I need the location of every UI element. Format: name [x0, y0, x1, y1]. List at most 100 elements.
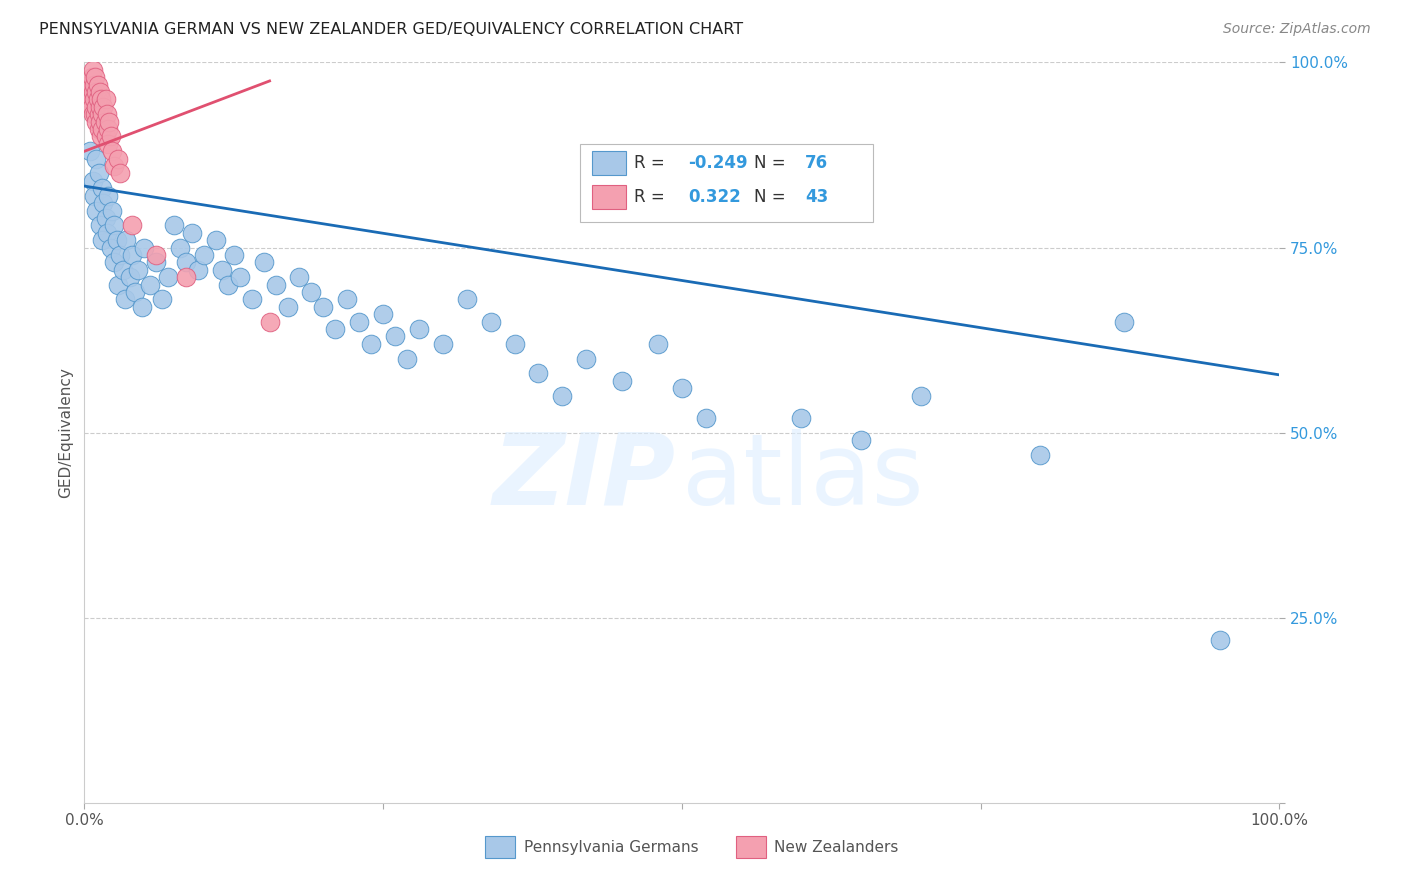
- Point: [264, 277, 287, 292]
- Text: atlas: atlas: [682, 428, 924, 525]
- Point: [80, 100, 103, 114]
- Point: [105, 233, 128, 247]
- Point: [83, 78, 105, 92]
- Point: [145, 248, 167, 262]
- Point: [259, 314, 281, 328]
- Point: [86, 85, 108, 99]
- Text: N =: N =: [754, 188, 790, 206]
- Point: [124, 285, 146, 299]
- Point: [96, 226, 118, 240]
- Point: [79, 145, 101, 159]
- Point: [94, 211, 117, 225]
- Point: [647, 336, 669, 351]
- Point: [211, 262, 233, 277]
- Point: [91, 122, 114, 136]
- Point: [612, 374, 634, 388]
- Point: [169, 240, 191, 255]
- Point: [94, 92, 117, 106]
- Point: [86, 100, 108, 114]
- Point: [373, 307, 395, 321]
- Point: [90, 129, 112, 144]
- Point: [910, 388, 932, 402]
- Text: New Zealanders: New Zealanders: [773, 839, 898, 855]
- Point: [551, 388, 574, 402]
- Point: [174, 270, 197, 285]
- Point: [288, 270, 311, 285]
- Point: [82, 85, 104, 99]
- Point: [103, 255, 125, 269]
- Point: [86, 114, 108, 128]
- Point: [384, 329, 406, 343]
- Point: [87, 107, 110, 121]
- FancyBboxPatch shape: [592, 152, 626, 175]
- Point: [408, 322, 430, 336]
- Point: [139, 277, 162, 292]
- Point: [84, 70, 107, 85]
- Point: [163, 219, 186, 233]
- Text: R =: R =: [634, 154, 671, 172]
- Point: [110, 248, 132, 262]
- Point: [575, 351, 598, 366]
- Point: [90, 92, 112, 106]
- Point: [91, 107, 114, 121]
- Text: 43: 43: [806, 188, 828, 206]
- Text: ZIP: ZIP: [494, 428, 676, 525]
- Point: [132, 240, 156, 255]
- Point: [86, 203, 108, 218]
- Point: [101, 145, 124, 159]
- Point: [96, 107, 118, 121]
- Point: [131, 300, 153, 314]
- Point: [83, 188, 105, 202]
- Text: Pennsylvania Germans: Pennsylvania Germans: [524, 839, 699, 855]
- Point: [312, 300, 335, 314]
- Point: [103, 219, 125, 233]
- Point: [349, 314, 371, 328]
- Point: [82, 62, 104, 77]
- Point: [1114, 314, 1136, 328]
- Point: [217, 277, 239, 292]
- Point: [86, 92, 108, 106]
- Point: [91, 181, 114, 195]
- Point: [89, 85, 111, 99]
- Point: [98, 114, 121, 128]
- Point: [240, 293, 263, 307]
- Point: [77, 85, 100, 99]
- Point: [79, 92, 101, 106]
- Point: [527, 367, 550, 381]
- Point: [181, 226, 204, 240]
- Point: [396, 351, 419, 366]
- Text: N =: N =: [754, 154, 790, 172]
- Point: [89, 114, 111, 128]
- Point: [89, 219, 111, 233]
- Point: [1029, 448, 1052, 462]
- Point: [695, 410, 717, 425]
- FancyBboxPatch shape: [735, 836, 766, 858]
- Point: [93, 114, 115, 128]
- Point: [97, 122, 120, 136]
- Y-axis label: GED/Equivalency: GED/Equivalency: [58, 368, 73, 498]
- Point: [93, 100, 115, 114]
- Point: [101, 203, 124, 218]
- Point: [187, 262, 209, 277]
- Point: [100, 129, 122, 144]
- Point: [100, 240, 122, 255]
- Point: [107, 152, 129, 166]
- Point: [91, 233, 114, 247]
- Text: PENNSYLVANIA GERMAN VS NEW ZEALANDER GED/EQUIVALENCY CORRELATION CHART: PENNSYLVANIA GERMAN VS NEW ZEALANDER GED…: [39, 22, 744, 37]
- Point: [80, 70, 103, 85]
- Point: [121, 219, 143, 233]
- Text: Source: ZipAtlas.com: Source: ZipAtlas.com: [1223, 22, 1371, 37]
- Point: [1209, 632, 1232, 647]
- Point: [83, 92, 105, 106]
- Text: 76: 76: [806, 154, 828, 172]
- Point: [110, 166, 132, 180]
- Point: [157, 270, 180, 285]
- Point: [150, 293, 173, 307]
- Point: [114, 293, 136, 307]
- Point: [77, 78, 100, 92]
- Point: [97, 188, 120, 202]
- Point: [86, 152, 108, 166]
- Point: [93, 196, 115, 211]
- Point: [115, 233, 138, 247]
- Point: [87, 166, 110, 180]
